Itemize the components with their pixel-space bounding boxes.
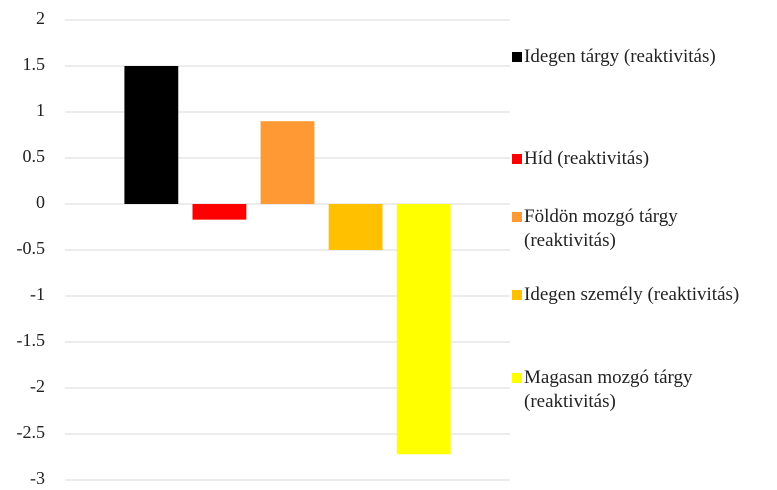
legend-entry: Földön mozgó tárgy (reaktivitás) (512, 205, 774, 253)
legend-swatch (512, 212, 522, 222)
bar (192, 204, 247, 220)
legend-entry: Híd (reaktivitás) (512, 147, 774, 171)
legend-swatch (512, 154, 522, 164)
legend-label: Idegen személy (reaktivitás) (524, 284, 740, 305)
y-tick-label: -1.5 (17, 330, 46, 350)
legend-entry: Idegen tárgy (reaktivitás) (512, 45, 774, 69)
y-tick-label: -2 (30, 376, 45, 396)
bar (260, 121, 315, 204)
legend-label: Magasan mozgó tárgy (reaktivitás) (524, 367, 693, 412)
y-tick-label: 0.5 (23, 146, 46, 166)
y-tick-label: 1 (36, 100, 45, 120)
legend-entry: Idegen személy (reaktivitás) (512, 283, 774, 307)
legend-swatch (512, 373, 522, 383)
y-tick-label: -2.5 (17, 422, 46, 442)
bar (124, 66, 179, 204)
bar (328, 204, 383, 250)
y-tick-label: -1 (30, 284, 45, 304)
bar (396, 204, 451, 455)
legend-label: Híd (reaktivitás) (524, 148, 650, 169)
legend-label: Idegen tárgy (reaktivitás) (524, 46, 716, 67)
y-tick-label: -3 (30, 468, 45, 488)
legend-swatch (512, 52, 522, 62)
legend-entry: Magasan mozgó tárgy (reaktivitás) (512, 366, 774, 414)
y-tick-label: 0 (36, 192, 45, 212)
y-tick-label: -0.5 (17, 238, 46, 258)
y-tick-label: 1.5 (23, 54, 46, 74)
legend-label: Földön mozgó tárgy (reaktivitás) (524, 206, 678, 251)
y-tick-label: 2 (36, 8, 45, 28)
legend-swatch (512, 290, 522, 300)
